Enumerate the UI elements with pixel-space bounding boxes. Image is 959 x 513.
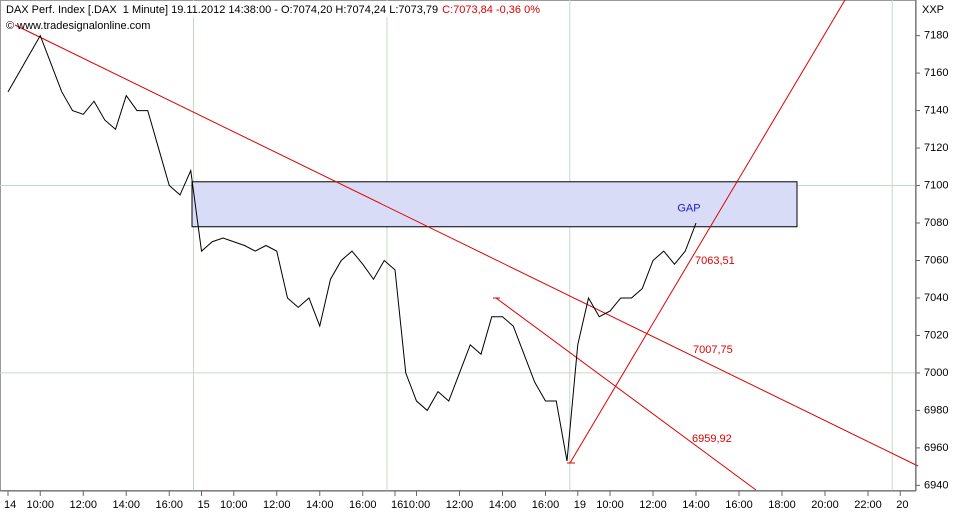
x-tick-label: 10:00	[220, 499, 248, 511]
x-tick-label: 16:00	[349, 499, 377, 511]
x-tick-label: 15	[198, 499, 210, 511]
x-tick-label: 14:00	[682, 499, 710, 511]
x-tick-label: 16	[391, 499, 403, 511]
y-tick-label: 7180	[924, 30, 948, 42]
x-tick-label: 16:00	[532, 499, 560, 511]
gap-layer: GAP	[191, 181, 798, 228]
series-layer	[7, 34, 697, 462]
y-tick-label: 7080	[924, 217, 948, 229]
x-tick-label: 10:00	[596, 499, 624, 511]
x-tick-label: 14:00	[112, 499, 140, 511]
header-bg	[1, 1, 561, 17]
y-tick-label: 7100	[924, 179, 948, 191]
title-close: C:7073,84 -0,36 0%	[442, 4, 540, 16]
y-tick-label: 7120	[924, 142, 948, 154]
y-tick-label: 7000	[924, 367, 948, 379]
x-tick-label: 12:00	[446, 499, 474, 511]
y-tick-label: 7160	[924, 67, 948, 79]
trend-line	[569, 0, 846, 464]
y-tick-label: 7140	[924, 104, 948, 116]
x-tick-label: 12:00	[639, 499, 667, 511]
axis-label: XXP	[922, 4, 944, 16]
price-line	[7, 34, 697, 462]
x-tick-label: 14:00	[306, 499, 334, 511]
annotation: 7007,75	[693, 344, 733, 356]
y-tick-label: 7060	[924, 254, 948, 266]
x-tick-label: 19	[574, 499, 586, 511]
y-tick-label: 6960	[924, 442, 948, 454]
trend-line	[14, 24, 919, 467]
y-tick-label: 7040	[924, 292, 948, 304]
chart-title: DAX Perf. Index [.DAX 1 Minute] 19.11.20…	[6, 4, 540, 16]
x-tick-label: 18:00	[768, 499, 796, 511]
x-tick-label: 10:00	[403, 499, 431, 511]
title: DAX Perf. Index [.DAX 1 Minute] 19.11.20…	[6, 4, 438, 16]
x-tick-label: 16:00	[725, 499, 753, 511]
trend-lines	[14, 0, 919, 491]
trend-line	[495, 297, 757, 491]
annotation: 6959,92	[692, 433, 732, 445]
x-tick-label: 20	[896, 499, 908, 511]
x-tick-label: 16:00	[155, 499, 183, 511]
x-tick-label: 14:00	[489, 499, 517, 511]
x-tick-label: 20:00	[811, 499, 839, 511]
gap-label: GAP	[677, 203, 700, 215]
gap-box	[191, 181, 798, 228]
y-tick-label: 6980	[924, 404, 948, 416]
x-tick-label: 14	[4, 499, 16, 511]
annotation: 7063,51	[695, 255, 735, 267]
y-tick-label: 7020	[924, 329, 948, 341]
x-tick-label: 22:00	[854, 499, 882, 511]
x-tick-label: 10:00	[26, 499, 54, 511]
x-tick-label: 12:00	[263, 499, 291, 511]
subtitle: © www.tradesignalonline.com	[6, 20, 150, 32]
y-tick-label: 6940	[924, 479, 948, 491]
x-tick-label: 12:00	[69, 499, 97, 511]
